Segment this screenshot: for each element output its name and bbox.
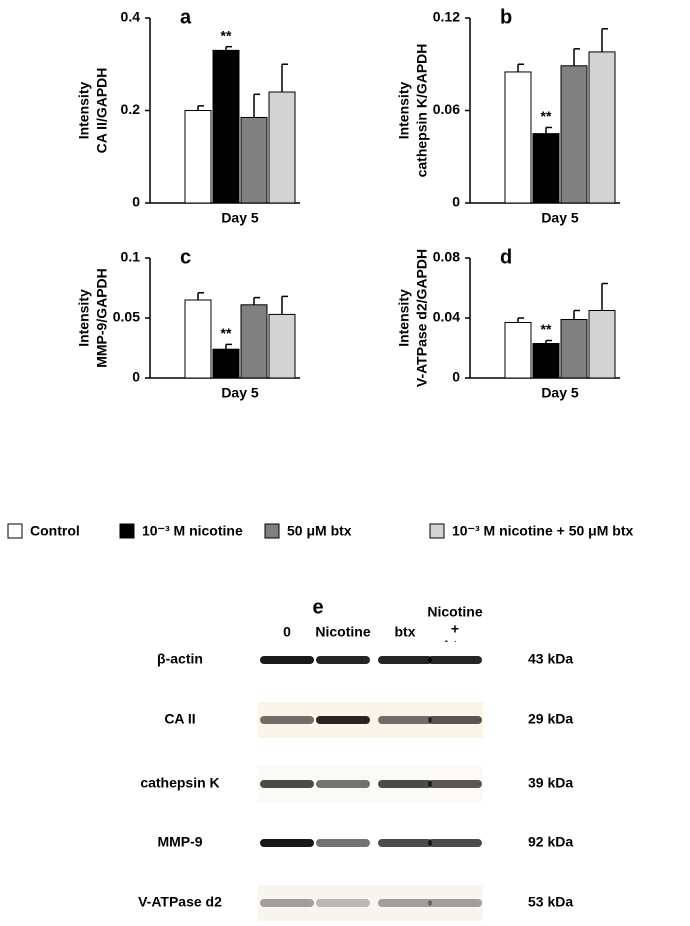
y-tick-label: 0.12 xyxy=(433,9,460,25)
band xyxy=(378,899,432,907)
band xyxy=(260,899,314,907)
y-tick-label: 0.2 xyxy=(121,101,141,117)
protein-label: V-ATPase d2 xyxy=(138,894,222,910)
x-axis-label: Day 5 xyxy=(221,210,259,226)
y-tick-label: 0.4 xyxy=(121,9,141,25)
band xyxy=(316,899,370,907)
blot-label: e xyxy=(312,596,323,618)
y-axis-label: MMP-9/GAPDH xyxy=(94,268,110,368)
bar xyxy=(532,133,560,204)
y-tick-label: 0.06 xyxy=(433,101,460,117)
lane-label: btx xyxy=(395,624,416,640)
y-tick-label: 0.05 xyxy=(113,309,140,325)
bar xyxy=(268,91,296,204)
x-axis-label: Day 5 xyxy=(541,385,579,401)
legend-label: 10⁻³ M nicotine xyxy=(142,523,243,539)
band xyxy=(428,899,482,907)
lane-label: Nicotine xyxy=(315,624,370,640)
bar xyxy=(560,65,588,204)
protein-label: β-actin xyxy=(157,651,203,667)
bar xyxy=(240,304,268,379)
band xyxy=(316,780,370,788)
significance: ** xyxy=(541,108,552,124)
band xyxy=(378,656,432,664)
y-axis-label: cathepsin K/GAPDH xyxy=(414,44,430,178)
x-axis-label: Day 5 xyxy=(541,210,579,226)
bar xyxy=(588,51,616,204)
bar xyxy=(212,348,240,379)
bar xyxy=(532,343,560,379)
y-tick-label: 0.08 xyxy=(433,249,460,265)
band xyxy=(428,780,482,788)
band xyxy=(260,656,314,664)
protein-label: MMP-9 xyxy=(157,834,202,850)
y-tick-label: 0 xyxy=(452,369,460,385)
size-label: 92 kDa xyxy=(528,834,573,850)
significance: ** xyxy=(221,27,232,43)
significance: ** xyxy=(541,321,552,337)
band xyxy=(316,656,370,664)
lane-label: 0 xyxy=(283,624,291,640)
y-axis-label: V-ATPase d2/GAPDH xyxy=(414,249,430,387)
y-tick-label: 0 xyxy=(132,194,140,210)
y-axis-label: Intensity xyxy=(76,289,92,347)
band xyxy=(378,839,432,847)
band xyxy=(428,716,482,724)
y-tick-label: 0 xyxy=(452,194,460,210)
legend-swatch xyxy=(264,523,280,539)
legend-label: 50 μM btx xyxy=(287,523,352,539)
band xyxy=(378,716,432,724)
size-label: 29 kDa xyxy=(528,711,573,727)
panel-label: d xyxy=(500,246,512,268)
legend-swatch xyxy=(7,523,23,539)
significance: ** xyxy=(221,325,232,341)
size-label: 43 kDa xyxy=(528,651,573,667)
y-axis-label: CA II/GAPDH xyxy=(94,68,110,154)
legend-label: 10⁻³ M nicotine + 50 μM btx xyxy=(452,523,633,539)
band xyxy=(378,780,432,788)
band xyxy=(260,716,314,724)
y-tick-label: 0 xyxy=(132,369,140,385)
size-label: 53 kDa xyxy=(528,894,573,910)
bar xyxy=(184,299,212,379)
bar xyxy=(268,313,296,379)
lane-label: + xyxy=(451,621,459,637)
bar xyxy=(240,116,268,204)
band xyxy=(428,656,482,664)
band xyxy=(260,780,314,788)
blot-strip xyxy=(258,885,483,921)
panel-label: a xyxy=(180,6,192,28)
band xyxy=(428,839,482,847)
lane-label: Nicotine xyxy=(427,604,482,620)
band xyxy=(316,716,370,724)
protein-label: CA II xyxy=(164,711,195,727)
protein-label: cathepsin K xyxy=(140,775,219,791)
y-axis-label: Intensity xyxy=(396,289,412,347)
size-label: 39 kDa xyxy=(528,775,573,791)
band xyxy=(316,839,370,847)
y-axis-label: Intensity xyxy=(396,82,412,140)
x-axis-label: Day 5 xyxy=(221,385,259,401)
bar xyxy=(184,110,212,204)
legend-swatch xyxy=(119,523,135,539)
band xyxy=(260,839,314,847)
y-axis-label: Intensity xyxy=(76,82,92,140)
y-tick-label: 0.04 xyxy=(433,309,460,325)
panel-label: b xyxy=(500,6,512,28)
bar xyxy=(212,49,240,204)
bar xyxy=(588,310,616,379)
legend-label: Control xyxy=(30,523,80,539)
panel-label: c xyxy=(180,246,191,268)
bar xyxy=(504,322,532,379)
y-tick-label: 0.1 xyxy=(121,249,141,265)
bar xyxy=(504,71,532,204)
bar xyxy=(560,319,588,379)
legend-swatch xyxy=(429,523,445,539)
